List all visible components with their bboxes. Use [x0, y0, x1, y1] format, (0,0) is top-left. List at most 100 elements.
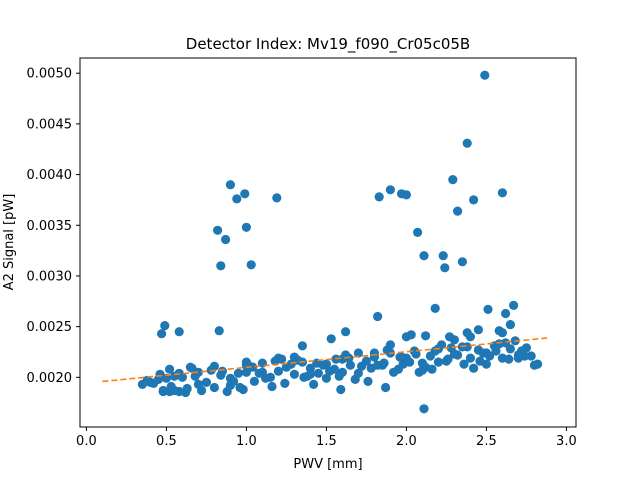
data-point	[155, 369, 165, 379]
data-point	[465, 353, 475, 363]
data-point	[233, 368, 243, 378]
data-point	[389, 367, 399, 377]
data-point	[533, 359, 543, 369]
data-point	[481, 359, 491, 369]
data-point	[350, 374, 360, 384]
data-point	[369, 348, 379, 358]
data-point	[190, 371, 200, 381]
x-axis-label: PWV [mm]	[293, 457, 362, 472]
data-point	[497, 188, 507, 198]
x-tick-label: 1.5	[316, 434, 337, 449]
data-point	[459, 359, 469, 369]
data-point	[469, 195, 479, 205]
data-point	[142, 375, 152, 385]
data-point	[241, 222, 251, 232]
plot-area	[79, 57, 577, 428]
data-point	[232, 194, 242, 204]
data-point	[241, 357, 251, 367]
x-tick-label: 2.0	[396, 434, 417, 449]
data-point	[427, 364, 437, 374]
data-point	[201, 377, 211, 387]
data-point	[225, 180, 235, 190]
data-point	[272, 193, 282, 203]
data-point	[473, 325, 483, 335]
data-point	[187, 363, 197, 373]
data-point	[501, 308, 511, 319]
y-tick-label: 0.0030	[27, 269, 73, 284]
data-point	[169, 385, 179, 396]
data-point	[401, 190, 411, 200]
x-axis: 0.0 0.5 1.0 1.5 2.0 2.5 3.0	[76, 427, 577, 449]
data-point	[193, 379, 203, 389]
data-point	[457, 257, 467, 267]
data-point	[182, 383, 192, 394]
data-point	[313, 368, 323, 378]
data-point	[419, 251, 429, 261]
fit-line	[102, 337, 548, 383]
data-point	[214, 326, 224, 336]
data-point	[385, 185, 395, 195]
y-tick-label: 0.0035	[27, 219, 73, 234]
data-point	[430, 303, 440, 313]
x-tick-label: 1.0	[236, 434, 257, 449]
data-point	[478, 348, 488, 358]
data-point	[374, 192, 384, 202]
y-tick-label: 0.0040	[27, 168, 73, 183]
data-point	[325, 366, 335, 376]
data-point	[363, 376, 373, 386]
data-point	[254, 368, 264, 378]
data-point	[483, 304, 493, 314]
data-point	[491, 346, 501, 356]
data-point	[417, 365, 427, 375]
data-point	[445, 332, 455, 342]
data-point	[297, 341, 307, 351]
data-point	[345, 360, 355, 370]
data-point	[446, 343, 456, 353]
data-point	[411, 349, 421, 359]
plot-frame	[79, 57, 577, 428]
data-point	[397, 352, 407, 362]
x-tick-label: 2.5	[476, 434, 497, 449]
data-point	[273, 366, 283, 376]
data-point	[273, 353, 283, 363]
data-point	[381, 382, 391, 393]
data-point	[448, 175, 458, 185]
data-point	[501, 338, 511, 348]
data-point	[443, 354, 453, 364]
data-point	[289, 352, 299, 362]
data-point	[336, 384, 346, 395]
data-point	[385, 340, 395, 350]
data-point	[305, 369, 315, 379]
data-point	[405, 357, 415, 367]
data-point	[157, 329, 167, 339]
data-point	[440, 263, 450, 273]
data-point	[341, 327, 351, 337]
data-point	[453, 206, 463, 216]
chart-title: Detector Index: Mv19_f090_Cr05c05B	[186, 35, 470, 54]
data-point	[209, 361, 219, 371]
data-point	[462, 328, 472, 338]
data-point	[280, 378, 290, 388]
data-point	[289, 369, 299, 379]
data-point	[222, 386, 232, 397]
data-point	[286, 359, 296, 369]
data-point	[453, 350, 463, 360]
data-point	[406, 330, 416, 340]
y-axis-label: A2 Signal [pW]	[2, 194, 17, 291]
data-point	[241, 367, 251, 377]
data-point	[469, 363, 479, 373]
data-point	[246, 260, 256, 270]
data-point	[321, 373, 331, 383]
data-point	[216, 370, 226, 380]
y-axis: 0.0020 0.0025 0.0030 0.0035 0.0040 0.0045 0.00…	[27, 67, 80, 386]
data-point	[421, 331, 431, 341]
data-point	[419, 404, 429, 414]
fit-layer	[102, 337, 548, 383]
data-point	[433, 357, 443, 367]
data-point	[240, 189, 250, 199]
data-point	[437, 340, 447, 350]
x-tick-label: 0.0	[76, 434, 97, 449]
y-tick-label: 0.0025	[27, 320, 73, 335]
data-point	[438, 251, 448, 261]
